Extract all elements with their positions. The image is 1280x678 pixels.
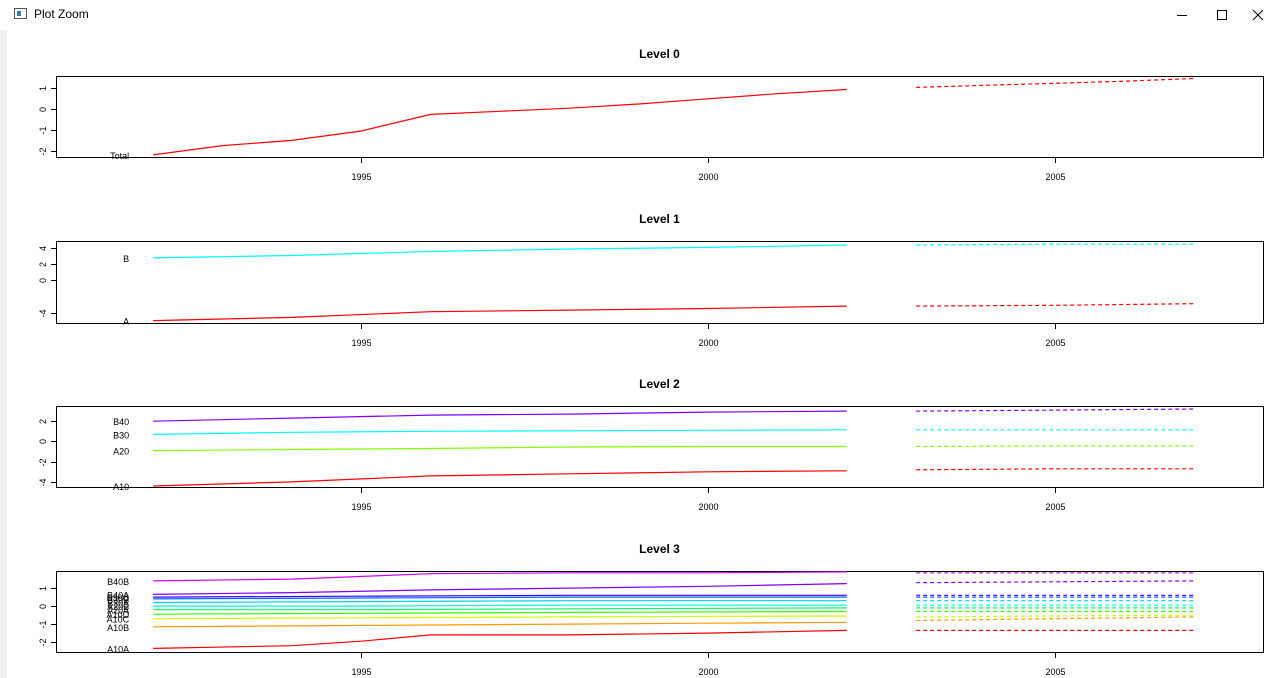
panel-1-xtick-label-2: 2005 xyxy=(1045,338,1065,348)
panel-3-frame xyxy=(56,571,1264,653)
panel-0-series-0-forecast xyxy=(916,77,1194,88)
panel-1-series-1-label: A xyxy=(123,317,129,327)
panel-3-xtick-label-2: 2005 xyxy=(1045,667,1065,677)
panel-2-series-0-label: B40 xyxy=(113,417,129,427)
panel-0-ytick-label-1: -1 xyxy=(38,126,48,134)
panel-3-title: Level 3 xyxy=(639,542,680,556)
panel-3-series-9-label: A10B xyxy=(107,623,129,633)
panel-1-xtick-label-0: 1995 xyxy=(351,338,371,348)
panel-2-ytick-label-3: 2 xyxy=(38,419,48,424)
panel-1-ytick-label-2: 2 xyxy=(38,262,48,267)
maximize-icon xyxy=(1217,10,1227,20)
panel-2-series-1-label: B30 xyxy=(113,430,129,440)
panel-1-ytick-label-0: -4 xyxy=(38,309,48,317)
app-icon xyxy=(14,8,27,19)
panel-2-series-3-label: A10 xyxy=(113,482,129,492)
minimize-button[interactable] xyxy=(1160,0,1204,30)
panel-0-series-0-line xyxy=(153,88,847,156)
panel-3-series-9-forecast xyxy=(916,616,1194,622)
panel-2-series-2-line xyxy=(153,445,847,452)
panel-3-series-2-label: B30C xyxy=(107,593,130,603)
panel-1-series-0-label: B xyxy=(123,254,129,264)
panel-3-xtick-label-1: 2000 xyxy=(698,667,718,677)
panel-3-ytick-label-3: 1 xyxy=(38,586,48,591)
panel-3-series-7-line xyxy=(153,610,847,615)
panel-3-series-1-line xyxy=(153,583,847,595)
panel-3-series-1-forecast xyxy=(916,580,1194,584)
panel-3-xtick-label-0: 1995 xyxy=(351,667,371,677)
panel-2-series-2-label: A20 xyxy=(113,447,129,457)
panel-1-series-1-forecast xyxy=(916,303,1194,307)
panel-3-series-8-line xyxy=(153,615,847,620)
panel-3-series-5-label: A20B xyxy=(107,602,129,612)
panel-3-series-8-label: A10C xyxy=(107,615,130,625)
panel-3-series-2-line xyxy=(153,594,847,598)
panel-2-series-0-forecast xyxy=(916,408,1194,412)
panel-3-ytick-label-1: -1 xyxy=(38,620,48,628)
panel-1-series-1-line xyxy=(153,305,847,322)
panel-0-frame xyxy=(56,76,1264,158)
panel-1-ytick-label-3: 4 xyxy=(38,246,48,251)
panel-0-ytick-label-2: 0 xyxy=(38,107,48,112)
panel-3-ytick-label-2: 0 xyxy=(38,604,48,609)
panel-2-ytick-label-1: -2 xyxy=(38,458,48,466)
minimize-icon xyxy=(1177,15,1187,16)
window-left-edge xyxy=(0,0,7,678)
panel-3-series-6-label: A20A xyxy=(107,606,129,616)
panel-0-ytick-label-3: 1 xyxy=(38,86,48,91)
panel-3-series-9-line xyxy=(153,621,847,628)
maximize-button[interactable] xyxy=(1200,0,1244,30)
panel-0-series-0-label: Total xyxy=(110,151,129,161)
close-icon xyxy=(1252,9,1264,21)
panel-0-xtick-label-0: 1995 xyxy=(351,172,371,182)
panel-2-ytick-label-2: 0 xyxy=(38,439,48,444)
panel-1-title: Level 1 xyxy=(639,212,680,226)
panel-3-series-4-label: B30A xyxy=(107,599,129,609)
panel-1-ytick-label-1: 0 xyxy=(38,278,48,283)
panel-2-series-0-line xyxy=(153,410,847,422)
panel-2-frame xyxy=(56,406,1264,488)
panel-3-series-3-label: B30B xyxy=(107,595,129,605)
panel-3-series-3-line xyxy=(153,596,847,600)
panel-2-xtick-label-1: 2000 xyxy=(698,502,718,512)
panel-2-title: Level 2 xyxy=(639,377,680,391)
panel-3-series-0-line xyxy=(153,571,847,582)
panel-2-xtick-label-2: 2005 xyxy=(1045,502,1065,512)
panel-3-series-0-label: B40B xyxy=(107,577,129,587)
panel-2-series-1-line xyxy=(153,429,847,435)
window-title: Plot Zoom xyxy=(34,7,89,21)
panel-1-xtick-label-1: 2000 xyxy=(698,338,718,348)
panel-3-series-6-line xyxy=(153,607,847,611)
panel-3-ytick-label-0: -2 xyxy=(38,638,48,646)
panel-2-xtick-label-0: 1995 xyxy=(351,502,371,512)
panel-3-series-5-line xyxy=(153,604,847,607)
panel-3-series-1-label: B40A xyxy=(107,590,129,600)
panel-3-series-7-label: A10D xyxy=(107,610,130,620)
panel-2-series-3-line xyxy=(153,470,847,487)
panel-0-ytick-label-0: -2 xyxy=(38,147,48,155)
panel-2-series-2-forecast xyxy=(916,445,1194,448)
window-titlebar: Plot Zoom xyxy=(0,0,1280,30)
panel-3-series-4-line xyxy=(153,600,847,604)
panel-0-xtick-label-1: 2000 xyxy=(698,172,718,182)
panel-3-series-8-forecast xyxy=(916,614,1194,618)
panel-0-title: Level 0 xyxy=(639,47,680,61)
panel-3-series-10-label: A10A xyxy=(107,644,129,654)
panel-1-series-0-line xyxy=(153,244,847,259)
panel-3-series-10-line xyxy=(153,629,847,649)
close-button[interactable] xyxy=(1236,0,1280,30)
panel-0-xtick-label-2: 2005 xyxy=(1045,172,1065,182)
panel-1-series-0-forecast xyxy=(916,243,1194,246)
panel-2-ytick-label-0: -4 xyxy=(38,478,48,486)
panel-1-frame xyxy=(56,241,1264,324)
panel-2-series-3-forecast xyxy=(916,468,1194,471)
